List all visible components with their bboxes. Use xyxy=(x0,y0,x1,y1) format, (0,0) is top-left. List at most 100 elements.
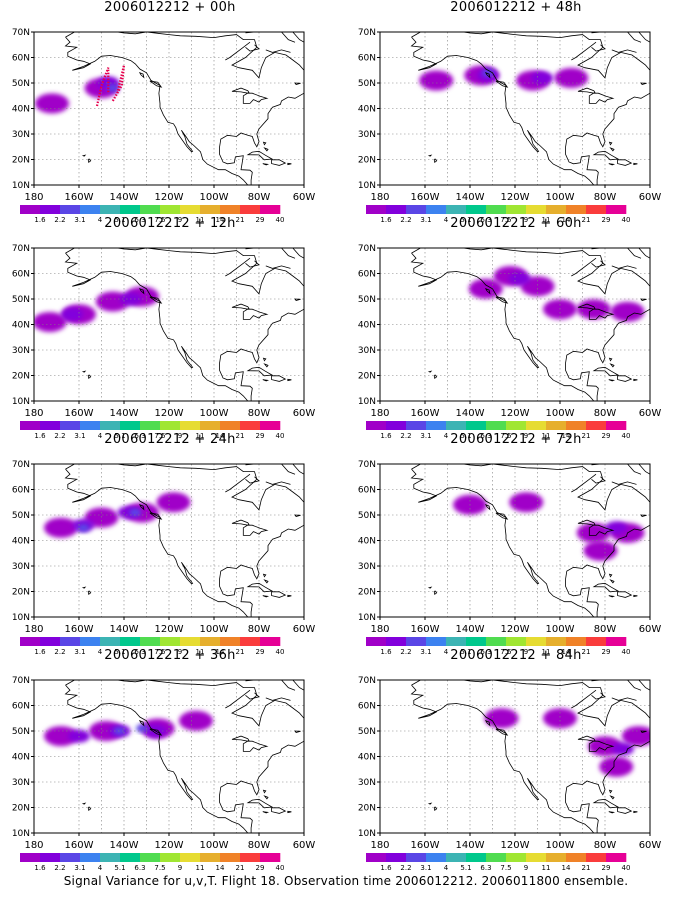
variance-blob-level-0 xyxy=(583,540,618,561)
coastline xyxy=(281,32,296,43)
coastline xyxy=(591,44,606,52)
coastline xyxy=(149,512,163,520)
colorbar-swatch xyxy=(20,637,41,646)
colorbar-label: 5.1 xyxy=(114,648,125,656)
colorbar-label: 29 xyxy=(256,216,265,224)
coastline xyxy=(281,464,296,475)
coastline xyxy=(87,806,92,812)
x-tick-label: 180 xyxy=(370,840,389,851)
x-tick-label: 180 xyxy=(370,624,389,635)
coastline xyxy=(246,366,274,377)
y-tick-label: 50N xyxy=(12,511,30,521)
coastline xyxy=(262,573,267,578)
x-tick-label: 140W xyxy=(110,840,139,851)
colorbar-swatch xyxy=(260,421,281,430)
colorbar-swatch xyxy=(606,853,627,862)
colorbar-label: 9 xyxy=(524,432,528,440)
colorbar-label: 3.1 xyxy=(74,648,85,656)
variance-blob-level-0 xyxy=(419,70,454,91)
coastline xyxy=(577,519,615,536)
colorbar-label: 3.1 xyxy=(74,216,85,224)
coastline xyxy=(292,464,304,475)
colorbar-label: 3.1 xyxy=(420,648,431,656)
y-tick-label: 60N xyxy=(358,486,376,496)
coastline xyxy=(265,481,291,485)
x-tick-label: 180 xyxy=(24,408,43,419)
coastline xyxy=(265,49,291,53)
colorbar-swatch xyxy=(606,421,627,430)
colorbar-swatch xyxy=(180,637,201,646)
coastline xyxy=(65,464,304,511)
plot-area xyxy=(380,464,650,617)
coastline xyxy=(565,308,650,401)
colorbar-label: 14 xyxy=(562,864,571,872)
coastline xyxy=(577,87,615,104)
colorbar-swatch xyxy=(606,637,627,646)
coastline xyxy=(433,590,438,596)
x-tick-label: 60W xyxy=(639,408,662,419)
coastline xyxy=(484,720,491,727)
coastline xyxy=(627,464,642,475)
y-tick-label: 70N xyxy=(358,460,376,470)
colorbar-swatch xyxy=(486,421,507,430)
x-tick-label: 80W xyxy=(594,624,617,635)
coastline xyxy=(484,288,491,295)
colorbar-swatch xyxy=(446,637,467,646)
coastline xyxy=(245,260,260,268)
y-tick-label: 60N xyxy=(12,54,30,64)
colorbar-label: 21 xyxy=(236,864,245,872)
coastline xyxy=(609,795,615,800)
colorbar-swatch xyxy=(466,637,487,646)
coastline xyxy=(640,82,647,85)
y-tick-label: 30N xyxy=(12,346,30,356)
coastline xyxy=(608,573,613,578)
coastline xyxy=(627,680,642,691)
y-tick-label: 20N xyxy=(358,804,376,814)
x-tick-label: 100W xyxy=(200,408,229,419)
y-tick-label: 10N xyxy=(12,181,30,191)
coastline xyxy=(287,810,292,814)
colorbar-label: 7.5 xyxy=(154,864,165,872)
coastline xyxy=(638,248,650,259)
y-tick-label: 10N xyxy=(12,829,30,839)
y-tick-label: 50N xyxy=(358,295,376,305)
y-tick-label: 20N xyxy=(358,372,376,382)
coastline xyxy=(65,32,304,79)
colorbar-swatch xyxy=(446,853,467,862)
coastline xyxy=(608,379,616,382)
colorbar-swatch xyxy=(426,421,447,430)
colorbar-label: 4 xyxy=(98,864,103,872)
coastline xyxy=(627,248,642,259)
colorbar-swatch xyxy=(366,853,387,862)
colorbar-swatch xyxy=(526,637,547,646)
colorbar-swatch xyxy=(220,205,241,214)
x-tick-label: 180 xyxy=(24,192,43,203)
x-tick-label: 100W xyxy=(546,840,575,851)
colorbar-label: 2.2 xyxy=(400,864,411,872)
colorbar-swatch xyxy=(546,853,567,862)
x-tick-label: 140W xyxy=(110,408,139,419)
coastline xyxy=(64,36,249,185)
x-tick-label: 160W xyxy=(65,192,94,203)
x-tick-label: 120W xyxy=(501,840,530,851)
coastline xyxy=(149,296,163,304)
variance-blob-level-0 xyxy=(484,708,519,729)
colorbar-swatch xyxy=(406,421,427,430)
variance-blob-level-1 xyxy=(612,742,634,756)
colorbar-label: 3.1 xyxy=(420,864,431,872)
x-tick-label: 180 xyxy=(24,624,43,635)
colorbar-label: 11 xyxy=(196,216,205,224)
coastline xyxy=(225,41,251,61)
coastline xyxy=(294,298,301,301)
y-tick-label: 50N xyxy=(12,727,30,737)
colorbar-label: 4 xyxy=(98,648,103,656)
colorbar-label: 4 xyxy=(444,216,449,224)
colorbar-label: 29 xyxy=(602,864,611,872)
coastline xyxy=(87,590,92,596)
colorbar-swatch xyxy=(180,205,201,214)
y-tick-label: 50N xyxy=(358,727,376,737)
coastline xyxy=(245,464,256,466)
colorbar-label: 40 xyxy=(622,216,631,224)
coastline xyxy=(231,87,269,104)
x-tick-label: 160W xyxy=(65,624,94,635)
